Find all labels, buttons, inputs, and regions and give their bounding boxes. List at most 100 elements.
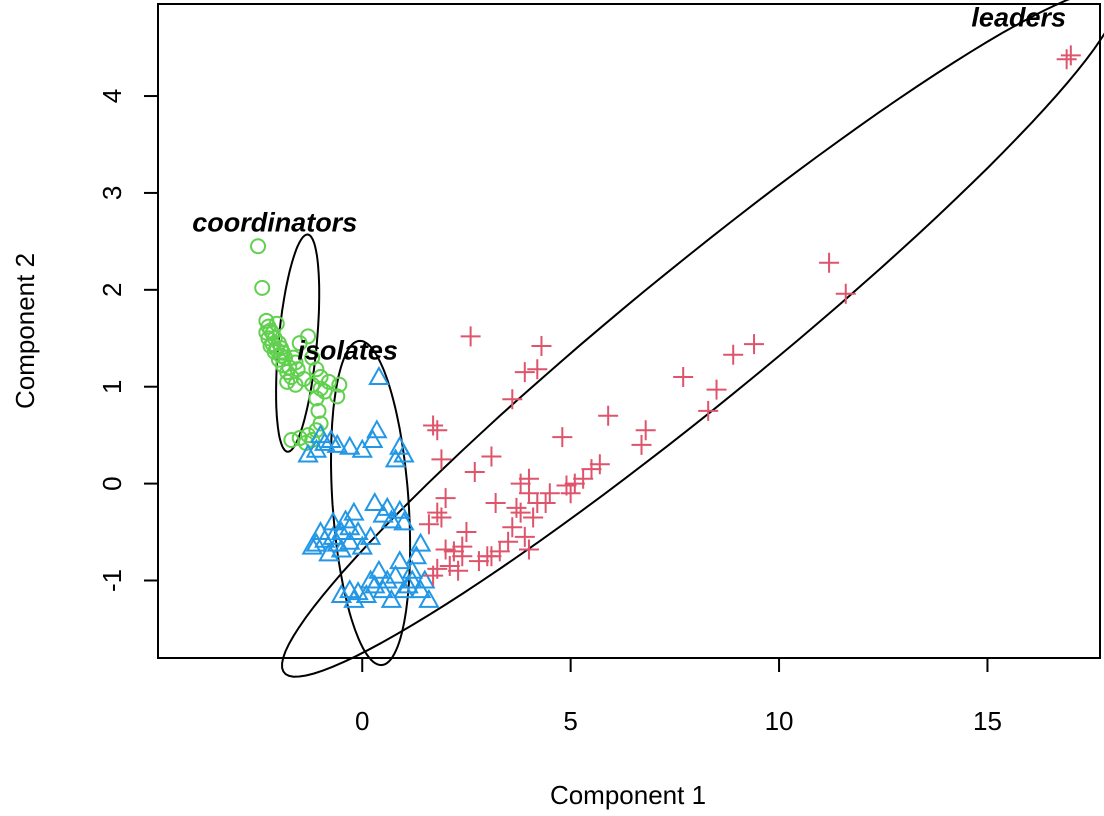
data-points xyxy=(250,45,1081,608)
y-tick-label: 4 xyxy=(97,89,127,103)
point-isolates xyxy=(384,564,407,584)
point-leaders xyxy=(423,565,444,586)
point-leaders xyxy=(423,415,444,436)
point-isolates xyxy=(393,511,415,531)
cluster-labels: coordinators isolates leaders xyxy=(192,2,1066,365)
point-isolates xyxy=(364,574,386,594)
point-isolates xyxy=(309,424,332,444)
point-leaders xyxy=(635,420,656,441)
point-isolates xyxy=(297,443,319,463)
point-leaders xyxy=(510,502,531,523)
point-isolates xyxy=(347,521,369,541)
point-isolates xyxy=(326,433,348,453)
point-isolates xyxy=(322,511,344,531)
point-isolates xyxy=(384,448,407,468)
point-isolates xyxy=(409,579,432,599)
point-isolates xyxy=(393,443,415,463)
point-coordinators xyxy=(281,359,298,376)
point-leaders xyxy=(531,336,552,357)
point-coordinators xyxy=(308,361,325,378)
point-isolates xyxy=(339,530,361,550)
point-isolates xyxy=(401,559,423,579)
point-coordinators xyxy=(258,324,275,341)
point-leaders xyxy=(1060,45,1081,66)
point-isolates xyxy=(368,559,390,579)
x-axis: 0 5 10 15 xyxy=(355,657,1002,736)
point-leaders xyxy=(502,389,523,410)
point-isolates xyxy=(364,491,386,511)
point-coordinators xyxy=(308,390,325,407)
point-leaders xyxy=(498,531,519,552)
point-leaders xyxy=(431,507,452,528)
point-isolates xyxy=(326,532,348,552)
y-tick-label: 2 xyxy=(97,283,127,297)
point-leaders xyxy=(514,526,535,547)
point-leaders xyxy=(460,326,481,347)
point-leaders xyxy=(564,473,585,494)
x-tick-label: 15 xyxy=(973,706,1002,736)
point-coordinators xyxy=(320,373,337,390)
point-isolates xyxy=(418,588,440,608)
point-leaders xyxy=(723,344,744,365)
point-leaders xyxy=(1056,49,1077,70)
point-leaders xyxy=(835,283,856,304)
point-isolates xyxy=(309,521,332,541)
label-isolates: isolates xyxy=(297,336,398,366)
point-isolates xyxy=(409,532,432,552)
plot-frame xyxy=(157,3,1101,659)
point-leaders xyxy=(427,502,448,523)
point-leaders xyxy=(706,379,727,400)
x-tick-label: 10 xyxy=(765,706,794,736)
point-leaders xyxy=(552,427,573,448)
point-leaders xyxy=(435,488,456,509)
point-leaders xyxy=(573,468,594,489)
point-leaders xyxy=(439,555,460,576)
point-leaders xyxy=(631,434,652,455)
point-isolates xyxy=(320,428,342,448)
point-isolates xyxy=(343,501,365,521)
point-leaders xyxy=(418,514,439,535)
point-isolates xyxy=(372,579,394,599)
point-coordinators xyxy=(331,376,348,393)
point-isolates xyxy=(397,574,419,594)
point-leaders xyxy=(435,539,456,560)
point-isolates xyxy=(334,509,357,529)
point-coordinators xyxy=(300,328,317,345)
point-leaders xyxy=(485,492,506,513)
point-leaders xyxy=(556,475,577,496)
point-isolates xyxy=(368,365,390,386)
point-isolates xyxy=(351,438,373,458)
point-coordinators xyxy=(289,361,306,378)
point-leaders xyxy=(819,252,840,273)
point-leaders xyxy=(502,517,523,538)
point-leaders xyxy=(452,536,473,557)
point-isolates xyxy=(318,542,340,562)
point-isolates xyxy=(359,525,382,545)
point-isolates xyxy=(361,428,384,448)
point-coordinators xyxy=(310,402,327,419)
point-leaders xyxy=(431,449,452,470)
point-coordinators xyxy=(329,388,346,405)
point-coordinators xyxy=(287,376,304,393)
point-isolates xyxy=(401,569,423,589)
ellipse-leaders xyxy=(281,0,1104,678)
point-isolates xyxy=(301,535,323,555)
point-leaders xyxy=(510,473,531,494)
point-isolates xyxy=(380,588,403,608)
point-leaders xyxy=(448,560,469,581)
point-leaders xyxy=(589,454,610,475)
point-isolates xyxy=(389,499,411,519)
y-axis-label: Component 2 xyxy=(10,253,40,409)
point-leaders xyxy=(744,334,765,355)
point-leaders xyxy=(518,539,539,560)
point-leaders xyxy=(535,492,556,513)
point-leaders xyxy=(673,367,694,388)
point-isolates xyxy=(305,438,328,458)
point-leaders xyxy=(456,522,477,543)
point-leaders xyxy=(464,461,485,482)
point-isolates xyxy=(339,435,361,455)
point-isolates xyxy=(355,583,378,604)
point-isolates xyxy=(393,579,415,599)
point-isolates xyxy=(330,583,353,604)
